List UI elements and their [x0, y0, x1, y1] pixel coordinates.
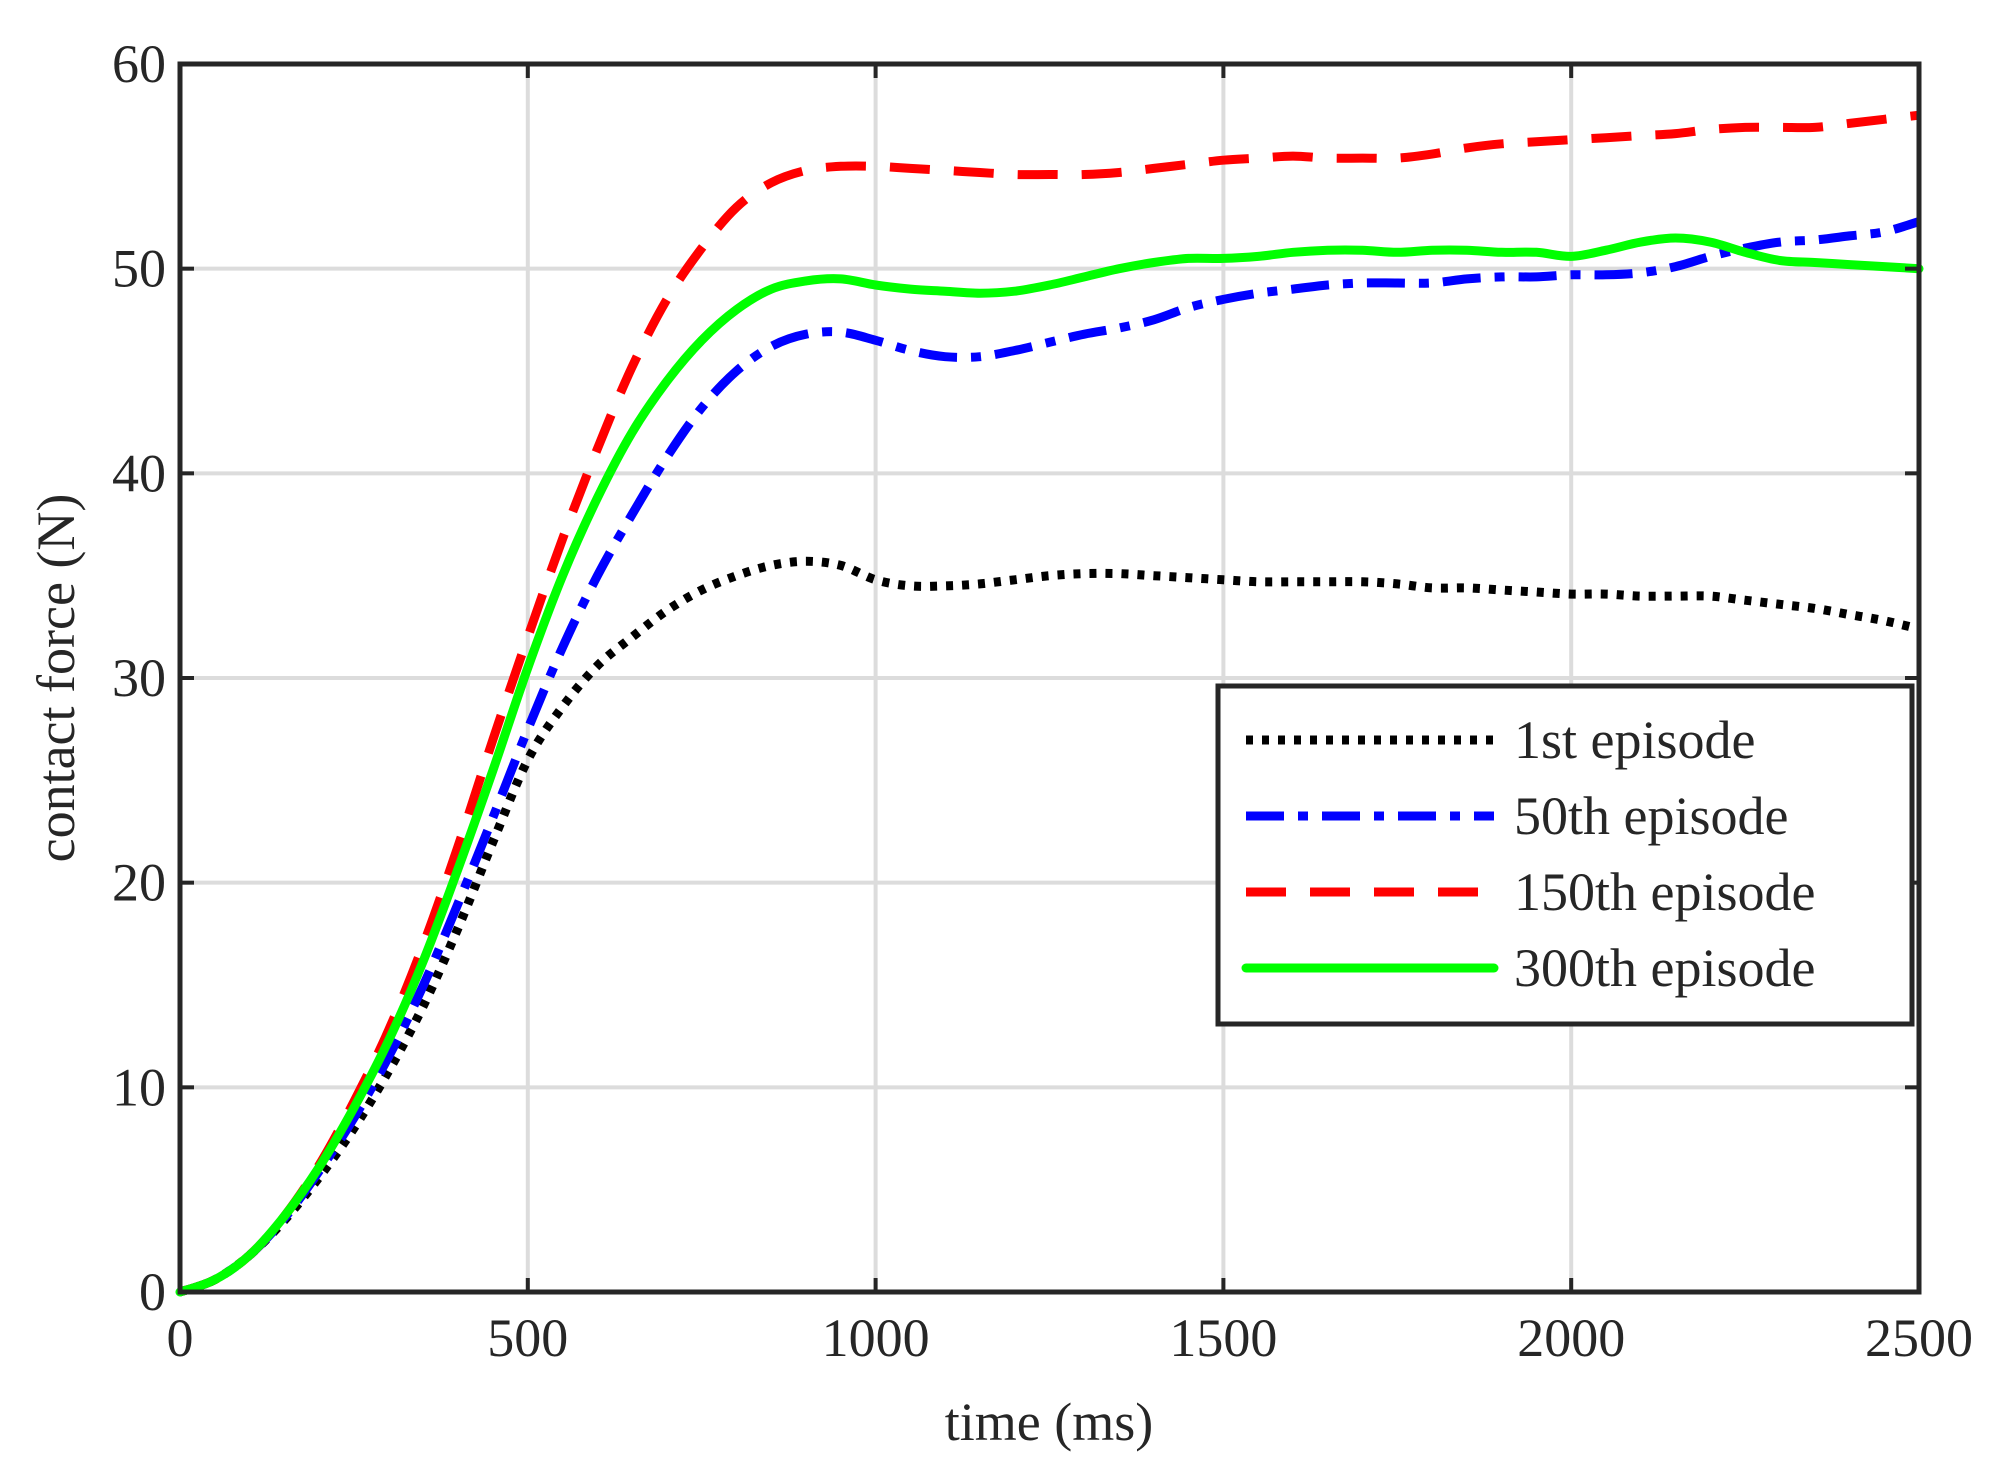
y-tick-label: 60 [112, 34, 166, 94]
y-axis-label: contact force (N) [26, 494, 86, 863]
legend-entries: 1st episode 50th episode 150th episode 300t… [1241, 710, 1815, 998]
series-line-1st-episode [178, 556, 1921, 1297]
y-tick-label: 50 [112, 239, 166, 299]
legend-label: 1st episode [1514, 710, 1755, 770]
series-lines [175, 110, 1924, 1297]
y-tick-label: 20 [112, 853, 166, 913]
series-line-300th-episode [175, 233, 1924, 1297]
series-line-150th-episode [178, 110, 1920, 1297]
y-tick-label: 30 [112, 648, 166, 708]
x-tick-label: 2500 [1865, 1308, 1973, 1368]
x-axis-label: time (ms) [945, 1392, 1153, 1452]
legend-label: 50th episode [1514, 786, 1788, 846]
x-tick-label: 0 [167, 1308, 194, 1368]
x-tick-label: 2000 [1517, 1308, 1625, 1368]
legend: 1st episode 50th episode 150th episode 300t… [1215, 683, 1915, 1027]
x-tick-label: 500 [487, 1308, 568, 1368]
x-tick-label: 1500 [1169, 1308, 1277, 1368]
x-tick-label: 1000 [822, 1308, 930, 1368]
legend-label: 150th episode [1514, 862, 1815, 922]
series-line-50th-episode [178, 217, 1921, 1297]
axis-ticks: 0 500 1000 1500 2000 2500 0 10 20 30 40 50 60 [112, 34, 1973, 1368]
y-tick-label: 10 [112, 1057, 166, 1117]
legend-label: 300th episode [1514, 938, 1815, 998]
y-tick-label: 40 [112, 443, 166, 503]
y-tick-label: 0 [139, 1262, 166, 1322]
